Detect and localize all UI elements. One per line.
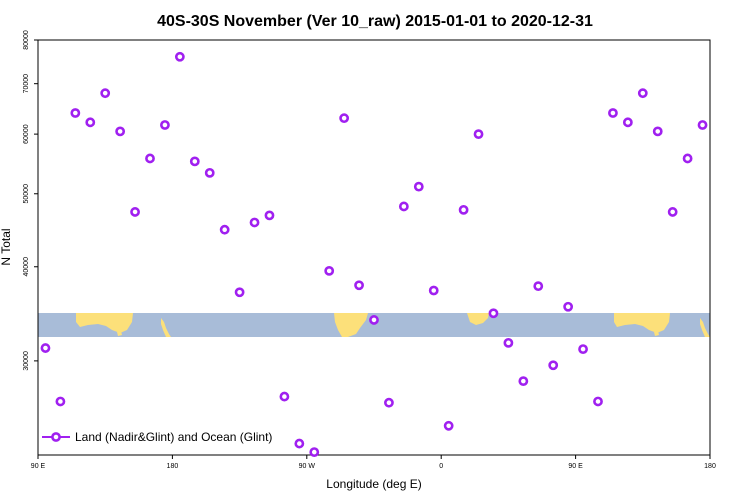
data-point [488,308,499,319]
data-point [667,207,678,217]
data-point [563,301,574,312]
y-tick-label: 60000 [23,124,30,144]
data-point [458,204,469,215]
data-point [622,117,633,128]
data-point [40,343,51,353]
map-land-7 [700,318,710,337]
data-point [309,447,320,458]
y-axis-ticks: 30000 40000 50000 60000 70000 80000 [23,30,38,371]
map-land-0 [76,313,133,333]
data-point [518,376,529,387]
data-point [443,420,454,431]
map-land-4 [467,313,489,325]
data-point [174,51,185,62]
data-point [473,129,484,140]
data-point [294,438,305,449]
map-land-1 [117,331,122,336]
data-point [413,181,424,192]
data-point [204,167,215,178]
data-point [503,337,514,348]
data-point [398,201,409,212]
data-point [428,285,439,296]
x-axis-label: Longitude (deg E) [326,477,421,491]
legend: Land (Nadir&Glint) and Ocean (Glint) [42,430,272,444]
x-tick-label: 0 [439,463,443,470]
x-tick-label: 90 E [31,463,46,470]
y-tick-label: 80000 [23,30,30,50]
map-land-3 [334,313,368,337]
legend-label: Land (Nadir&Glint) and Ocean (Glint) [75,430,272,444]
chart-title: 40S-30S November (Ver 10_raw) 2015-01-01… [157,13,593,30]
data-point [339,113,350,124]
data-point [100,88,111,99]
map-land-6 [654,331,659,336]
data-point [145,153,155,164]
plot-frame [37,39,711,456]
data-point [70,108,81,118]
data-point [697,120,708,130]
y-tick-label: 40000 [23,257,30,277]
data-point [324,265,335,276]
y-axis-label: N Total [0,228,13,265]
data-point [682,153,693,164]
data-point [652,126,663,137]
data-point [608,108,618,118]
data-point [264,210,275,221]
data-point [130,207,140,217]
data-point [384,397,394,408]
data-point [354,280,364,291]
x-tick-label: 180 [704,463,716,470]
y-tick-label: 70000 [23,74,30,94]
x-tick-label: 90 E [568,463,583,470]
data-point [637,88,648,99]
data-point [55,396,66,407]
data-point [85,117,96,128]
y-tick-label: 50000 [23,184,30,204]
data-point [533,281,544,292]
data-point [578,344,588,355]
x-axis-ticks: 90 E 180 90 W 0 90 E 180 [31,455,716,470]
series-points [40,51,708,458]
data-point [369,315,379,325]
legend-marker [51,432,61,442]
data-point [234,287,245,298]
data-point [160,120,170,130]
x-tick-label: 90 W [299,463,316,470]
data-point [279,391,290,402]
data-point [593,396,603,407]
data-point [548,360,559,371]
data-point [189,156,200,167]
data-point [249,217,260,228]
y-tick-label: 30000 [23,351,30,371]
x-tick-label: 180 [167,463,179,470]
map-land-2 [161,318,171,337]
data-point [115,126,126,137]
data-point [219,224,230,235]
map-land-5 [614,313,670,333]
